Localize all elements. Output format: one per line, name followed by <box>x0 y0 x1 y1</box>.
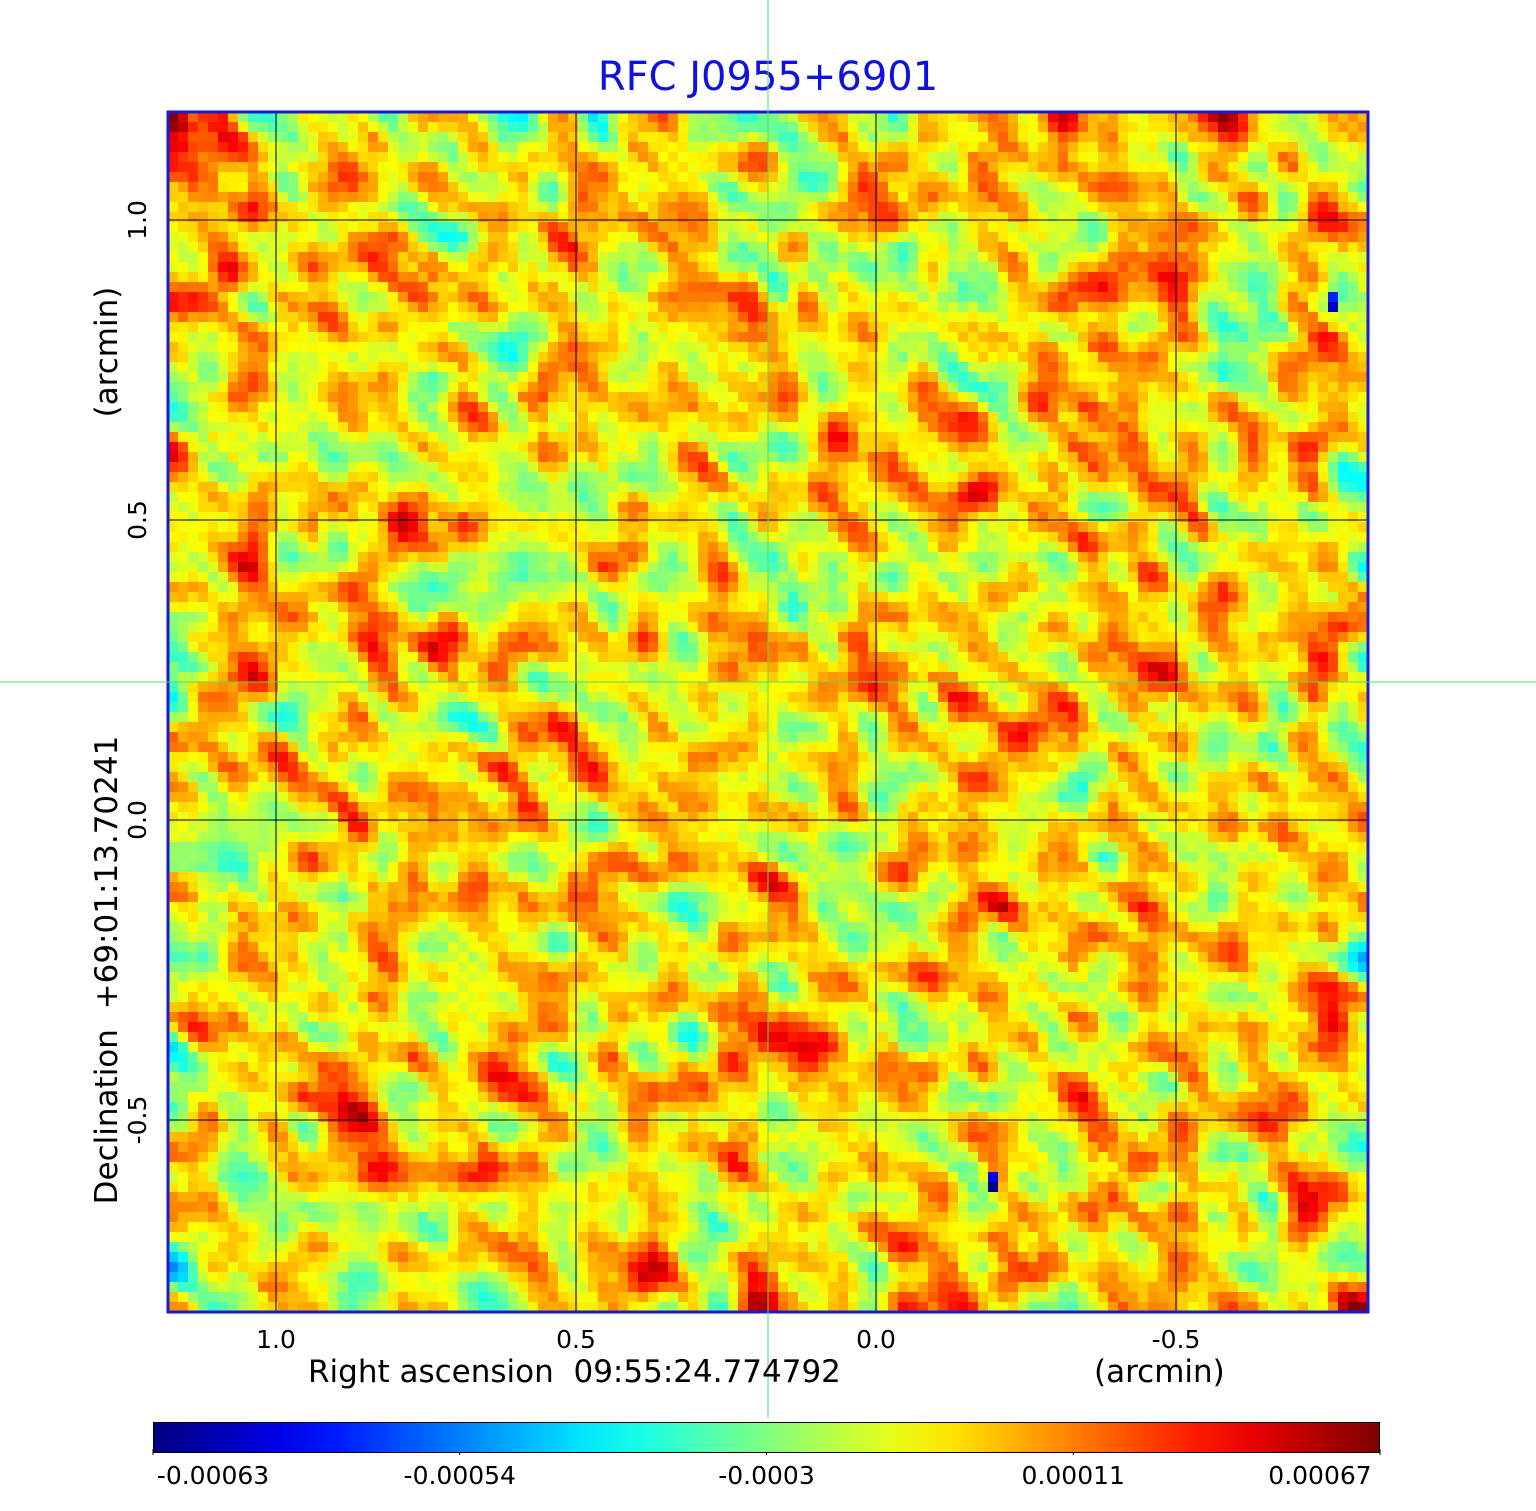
x-tick-label: 1.0 <box>256 1325 296 1354</box>
colorbar-tick-label: -0.00063 <box>156 1461 270 1490</box>
colorbar-tick-label: 0.00067 <box>1268 1461 1372 1490</box>
y-axis-unit: (arcmin) <box>89 286 125 418</box>
y-tick-label: 0.5 <box>123 500 152 540</box>
x-tick-label: -0.5 <box>1151 1325 1201 1354</box>
x-tick-label: 0.5 <box>556 1325 596 1354</box>
colorbar-tick-label: -0.0003 <box>718 1461 815 1490</box>
colorbar-tick-label: 0.00011 <box>1021 1461 1125 1490</box>
x-tick-label: 0.0 <box>856 1325 896 1354</box>
colorbar <box>153 1422 1380 1453</box>
colorbar-tick-label: -0.00054 <box>403 1461 516 1490</box>
x-axis-unit: (arcmin) <box>1094 1354 1225 1390</box>
x-axis-label: Right ascension 09:55:24.774792 <box>308 1354 841 1390</box>
y-axis-label: Declination +69:01:13.70241 <box>89 735 125 1205</box>
